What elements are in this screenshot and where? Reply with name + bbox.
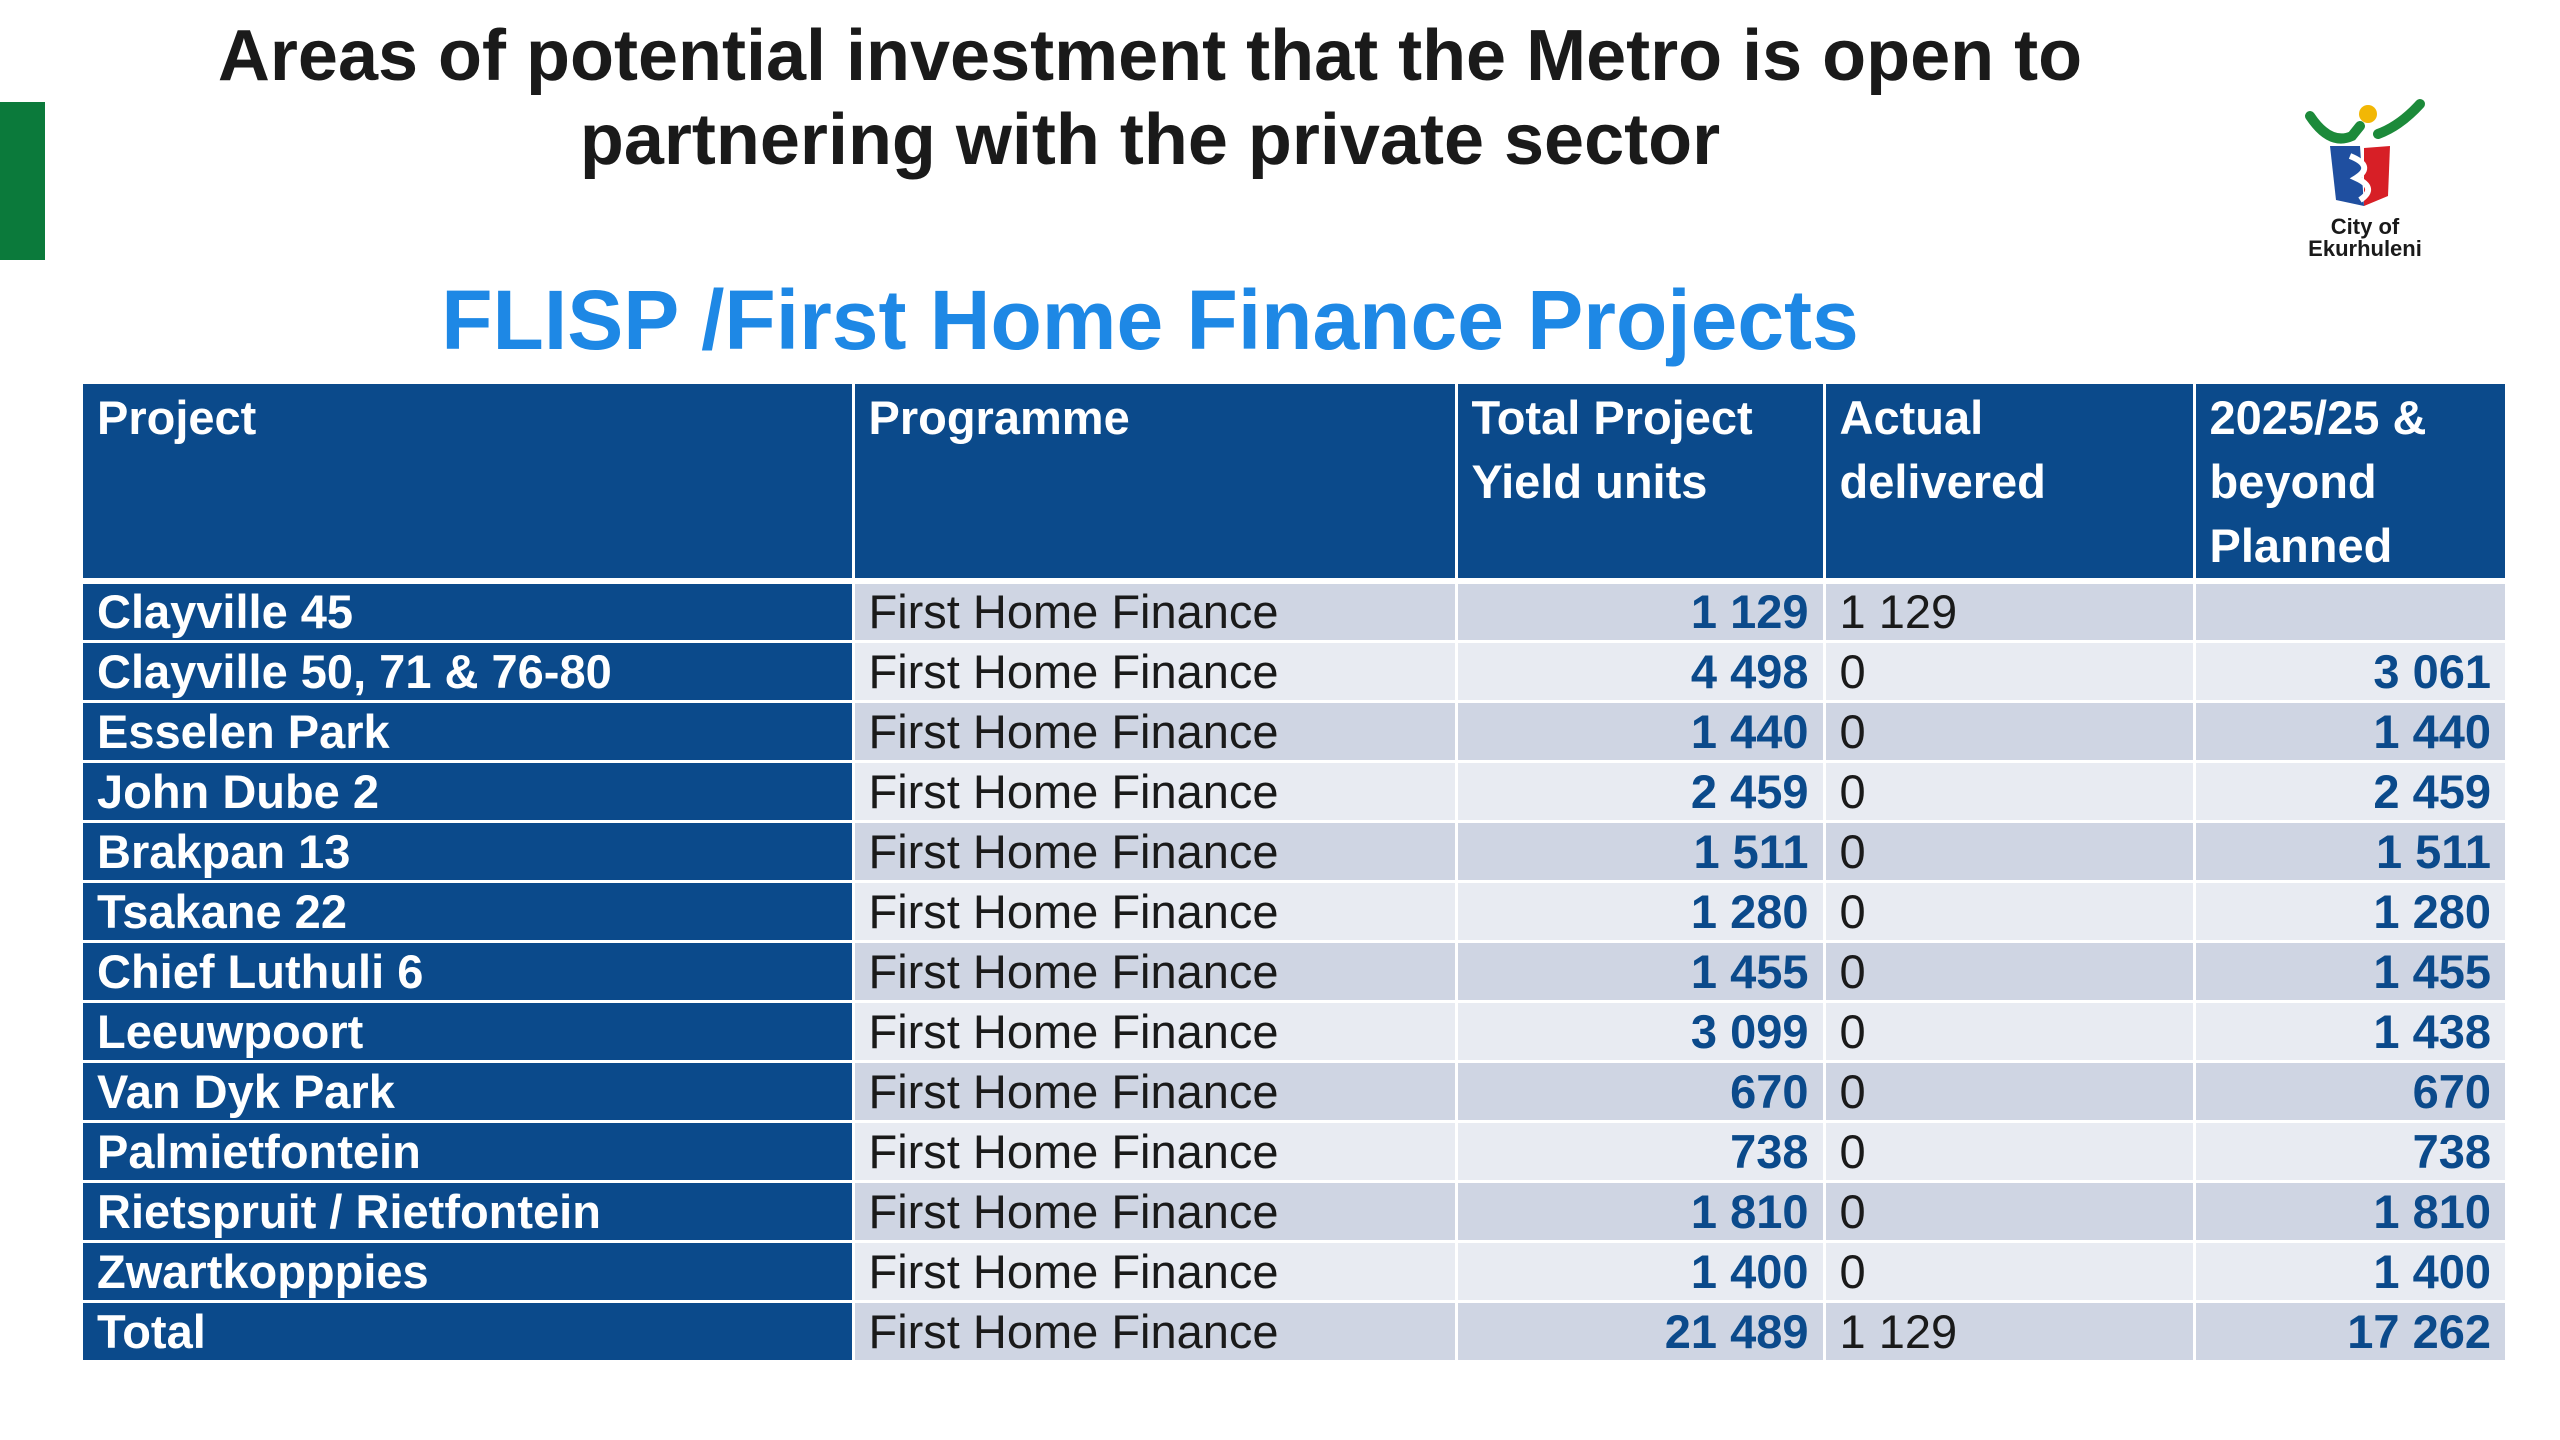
table-row: Tsakane 22 First Home Finance 1 280 0 1 … [83,881,2505,943]
table-row: Clayville 45 First Home Finance 1 129 1 … [83,581,2505,643]
cell-actual: 1 129 [1824,1301,2196,1363]
cell-programme: First Home Finance [853,821,1458,883]
cell-actual: 1 129 [1824,581,2196,643]
table-header-row: Project Programme Total Project Yield un… [83,384,2505,584]
cell-yield: 1 129 [1456,581,1826,643]
logo-emblem-icon [2305,99,2425,206]
table-row: Brakpan 13 First Home Finance 1 511 0 1 … [83,821,2505,883]
table-total-row: Total First Home Finance 21 489 1 129 17… [83,1301,2505,1363]
table-row: Van Dyk Park First Home Finance 670 0 67… [83,1061,2505,1123]
cell-programme: First Home Finance [853,701,1458,763]
table-row: Leeuwpoort First Home Finance 3 099 0 1 … [83,1001,2505,1063]
logo-text-line-2: Ekurhuleni [2308,236,2422,261]
cell-project: Clayville 45 [83,581,855,643]
page-title-line-1: Areas of potential investment that the M… [217,16,2083,96]
cell-programme: First Home Finance [853,1001,1458,1063]
cell-planned: 1 438 [2194,1001,2505,1063]
cell-planned: 1 440 [2194,701,2505,763]
logo-text-line-1: City of [2330,214,2400,239]
cell-actual: 0 [1824,1061,2196,1123]
cell-actual: 0 [1824,1181,2196,1243]
cell-programme: First Home Finance [853,881,1458,943]
cell-yield: 1 400 [1456,1241,1826,1303]
cell-planned: 1 400 [2194,1241,2505,1303]
logo-text: City of Ekurhuleni [2290,216,2440,260]
cell-programme: First Home Finance [853,941,1458,1003]
cell-actual: 0 [1824,1001,2196,1063]
cell-project: John Dube 2 [83,761,855,823]
cell-yield: 21 489 [1456,1301,1826,1363]
table-row: Esselen Park First Home Finance 1 440 0 … [83,701,2505,763]
cell-yield: 1 455 [1456,941,1826,1003]
cell-planned: 738 [2194,1121,2505,1183]
cell-project: Zwartkopppies [83,1241,855,1303]
cell-yield: 4 498 [1456,641,1826,703]
header-programme: Programme [853,384,1458,584]
cell-yield: 1 511 [1456,821,1826,883]
cell-planned: 3 061 [2194,641,2505,703]
cell-programme: First Home Finance [853,1181,1458,1243]
cell-actual: 0 [1824,941,2196,1003]
cell-project: Leeuwpoort [83,1001,855,1063]
cell-actual: 0 [1824,881,2196,943]
cell-project: Chief Luthuli 6 [83,941,855,1003]
flisp-projects-table: Project Programme Total Project Yield un… [83,384,2505,1363]
table-row: Clayville 50, 71 & 76-80 First Home Fina… [83,641,2505,703]
header-total-project-yield: Total Project Yield units [1456,384,1826,584]
cell-project: Esselen Park [83,701,855,763]
cell-programme: First Home Finance [853,1121,1458,1183]
cell-planned: 1 810 [2194,1181,2505,1243]
cell-yield: 738 [1456,1121,1826,1183]
cell-planned: 1 511 [2194,821,2505,883]
header-project: Project [83,384,855,584]
cell-actual: 0 [1824,821,2196,883]
cell-actual: 0 [1824,761,2196,823]
cell-yield: 1 810 [1456,1181,1826,1243]
cell-project: Total [83,1301,855,1363]
cell-project: Clayville 50, 71 & 76-80 [83,641,855,703]
header-planned: 2025/25 & beyond Planned [2194,384,2505,584]
table-row: Rietspruit / Rietfontein First Home Fina… [83,1181,2505,1243]
header-actual-delivered: Actual delivered [1824,384,2196,584]
cell-actual: 0 [1824,1241,2196,1303]
cell-actual: 0 [1824,641,2196,703]
cell-programme: First Home Finance [853,581,1458,643]
cell-planned: 17 262 [2194,1301,2505,1363]
cell-yield: 2 459 [1456,761,1826,823]
table-row: Palmietfontein First Home Finance 738 0 … [83,1121,2505,1183]
cell-programme: First Home Finance [853,1241,1458,1303]
cell-yield: 670 [1456,1061,1826,1123]
cell-programme: First Home Finance [853,1301,1458,1363]
table-row: Zwartkopppies First Home Finance 1 400 0… [83,1241,2505,1303]
page-title-line-2: partnering with the private sector [579,100,1721,180]
cell-programme: First Home Finance [853,1061,1458,1123]
cell-project: Rietspruit / Rietfontein [83,1181,855,1243]
cell-project: Tsakane 22 [83,881,855,943]
cell-project: Palmietfontein [83,1121,855,1183]
cell-planned [2194,581,2505,643]
city-of-ekurhuleni-logo: City of Ekurhuleni [2290,96,2440,266]
page-title: Areas of potential investment that the M… [100,14,2200,182]
cell-project: Van Dyk Park [83,1061,855,1123]
cell-yield: 1 280 [1456,881,1826,943]
cell-planned: 1 455 [2194,941,2505,1003]
cell-actual: 0 [1824,701,2196,763]
cell-yield: 3 099 [1456,1001,1826,1063]
cell-project: Brakpan 13 [83,821,855,883]
section-subtitle: FLISP /First Home Finance Projects [441,273,1859,367]
cell-planned: 670 [2194,1061,2505,1123]
cell-actual: 0 [1824,1121,2196,1183]
accent-bar [0,102,45,260]
table-row: Chief Luthuli 6 First Home Finance 1 455… [83,941,2505,1003]
cell-planned: 2 459 [2194,761,2505,823]
cell-yield: 1 440 [1456,701,1826,763]
table-row: John Dube 2 First Home Finance 2 459 0 2… [83,761,2505,823]
cell-programme: First Home Finance [853,641,1458,703]
cell-programme: First Home Finance [853,761,1458,823]
cell-planned: 1 280 [2194,881,2505,943]
